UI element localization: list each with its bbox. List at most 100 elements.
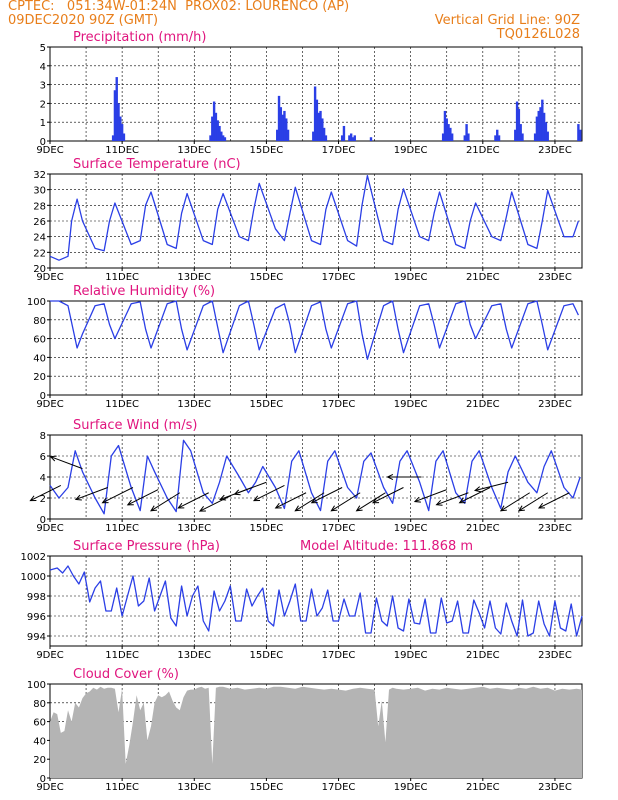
chart-wind-xtick-label: 21DEC — [466, 523, 500, 534]
chart-precipitation-bar — [317, 112, 320, 141]
wind-vector-arrow — [372, 487, 404, 504]
header-line-1: CPTEC: 051:34W-01:24N PROX02: LOURENCO (… — [8, 0, 350, 14]
header-vertical-grid-line: Vertical Grid Line: 90Z — [434, 13, 580, 28]
chart-precipitation-bar — [541, 99, 544, 141]
chart-precipitation-bar — [497, 135, 501, 141]
chart-precipitation-bar — [353, 135, 356, 141]
chart-humidity-ytick-label: 60 — [33, 335, 46, 346]
chart-temperature-ytick-label: 26 — [33, 217, 46, 228]
chart-cloud-cover-ytick-label: 100 — [27, 680, 46, 691]
chart-pressure-xtick-label: 21DEC — [466, 650, 500, 661]
wind-vector-arrowhead — [294, 505, 302, 512]
chart-pressure-ytick-label: 998 — [27, 592, 46, 603]
chart-precipitation-bar — [214, 112, 218, 141]
chart-precipitation-ytick-label: 3 — [40, 81, 46, 92]
chart-precipitation-bar — [340, 135, 344, 141]
wind-vector-arrowhead — [458, 497, 466, 504]
wind-vector-arrowhead — [177, 502, 185, 509]
chart-precipitation-bar — [463, 135, 466, 141]
chart-pressure-xtick-label: 13DEC — [177, 650, 211, 661]
chart-precipitation-bar — [450, 133, 454, 141]
wind-vector-arrow — [331, 492, 361, 512]
wind-vector-arrow — [275, 492, 307, 509]
chart-precipitation-bar — [441, 133, 445, 141]
chart-precipitation-bar — [449, 127, 452, 141]
chart-pressure-ytick-label: 996 — [27, 612, 46, 623]
header-model-code: TQ0126L028 — [496, 27, 580, 42]
chart-pressure-annotation: Model Altitude: 111.868 m — [300, 539, 473, 554]
wind-vector-arrowhead — [74, 494, 82, 501]
chart-precipitation-bar — [220, 131, 223, 141]
chart-wind-ytick-label: 4 — [40, 473, 46, 484]
chart-temperature-xtick-label: 17DEC — [322, 272, 356, 283]
chart-precipitation-ytick-label: 4 — [40, 62, 46, 73]
chart-precipitation-bar — [281, 114, 284, 141]
chart-precipitation-bar — [535, 116, 539, 141]
chart-precipitation-bar — [276, 129, 279, 141]
chart-pressure-xtick-label: 23DEC — [538, 650, 572, 661]
chart-precipitation-bar — [216, 120, 219, 141]
chart-pressure-series-line — [49, 565, 583, 637]
wind-vector-arrowhead — [233, 489, 241, 496]
chart-pressure-ytick-label: 1002 — [21, 552, 46, 563]
wind-vector-arrow — [474, 481, 509, 491]
chart-temperature-xtick-label: 21DEC — [466, 272, 500, 283]
chart-precipitation-bar — [514, 129, 517, 141]
chart-humidity-ytick-label: 40 — [33, 353, 46, 364]
chart-precipitation-bar — [285, 118, 288, 141]
chart-precipitation-bar — [221, 135, 225, 141]
chart-precipitation-bar — [319, 110, 322, 141]
wind-vector-arrow — [538, 492, 570, 509]
chart-wind-title: Surface Wind (m/s) — [73, 418, 197, 433]
chart-precipitation-bar — [537, 110, 540, 141]
wind-vector-arrowhead — [219, 494, 227, 501]
chart-precipitation-bar — [348, 135, 351, 141]
chart-precipitation-bar — [443, 110, 447, 141]
wind-vector-arrow — [127, 489, 159, 506]
chart-precipitation-bar — [111, 135, 115, 141]
wind-vector-arrowhead — [274, 502, 282, 509]
chart-precipitation-bar — [321, 118, 324, 141]
chart-humidity-series-line — [50, 300, 579, 360]
chart-pressure-xtick-label: 17DEC — [322, 650, 356, 661]
chart-wind-xtick-label: 11DEC — [105, 523, 139, 534]
chart-temperature-xtick-label: 19DEC — [394, 272, 428, 283]
chart-cloud-cover-ytick-label: 0 — [40, 774, 46, 785]
wind-vector-arrowhead — [413, 496, 421, 503]
chart-pressure-xtick-label: 15DEC — [250, 650, 284, 661]
chart-precipitation-bar — [515, 101, 519, 141]
chart-temperature-series-line — [49, 174, 580, 261]
wind-vector-arrow — [102, 487, 134, 504]
wind-vector-arrow — [414, 489, 447, 503]
wind-vector-arrowhead — [537, 502, 545, 509]
chart-precipitation-xtick-label: 13DEC — [177, 145, 211, 156]
wind-vector-arrow — [436, 492, 469, 506]
chart-precipitation-bar — [279, 107, 283, 141]
header-date: 09DEC2020 90Z (GMT) — [8, 13, 159, 28]
chart-precipitation-bar — [209, 135, 212, 141]
chart-precipitation-bar — [496, 129, 499, 141]
chart-humidity-xtick-label: 11DEC — [105, 399, 139, 410]
chart-precipitation-xtick-label: 15DEC — [250, 145, 284, 156]
chart-temperature-ytick-label: 30 — [33, 186, 46, 197]
wind-vector-arrow — [30, 484, 62, 502]
chart-precipitation-ytick-label: 2 — [40, 99, 46, 110]
wind-vector-arrowhead — [198, 506, 206, 512]
chart-cloud-cover-xtick-label: 9DEC — [36, 782, 63, 793]
chart-humidity-xtick-label: 15DEC — [250, 399, 284, 410]
chart-humidity-ytick-label: 80 — [33, 316, 46, 327]
chart-humidity-xtick-label: 13DEC — [177, 399, 211, 410]
chart-precipitation-bar — [286, 129, 290, 141]
wind-vector-arrow — [459, 487, 491, 504]
wind-vector-arrow — [518, 492, 549, 512]
chart-precipitation-bar — [277, 95, 281, 141]
chart-precipitation-bar — [542, 112, 546, 141]
wind-vector-arrow — [500, 492, 530, 512]
chart-cloud-cover-title: Cloud Cover (%) — [73, 667, 179, 682]
chart-precipitation-bar — [445, 118, 448, 141]
chart-temperature-xtick-label: 23DEC — [538, 272, 572, 283]
chart-pressure-frame — [49, 555, 583, 647]
chart-precipitation-ytick-label: 5 — [40, 43, 46, 54]
chart-pressure-title: Surface Pressure (hPa) — [73, 539, 220, 554]
